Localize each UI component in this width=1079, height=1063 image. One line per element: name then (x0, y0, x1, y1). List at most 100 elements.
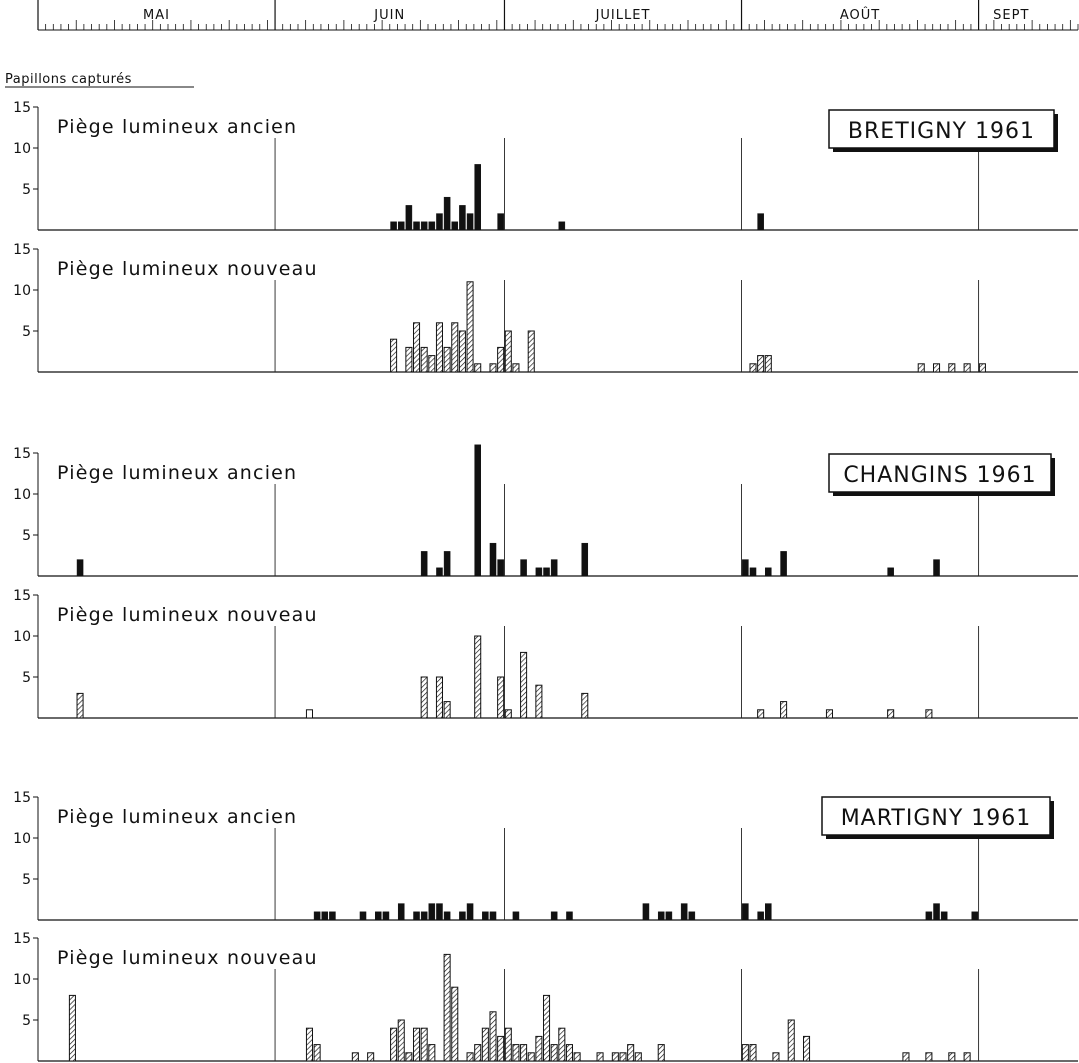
panel-label: Piège lumineux ancien (57, 462, 297, 484)
data-bar (474, 164, 481, 231)
data-bar (550, 911, 558, 921)
data-bar (512, 911, 520, 921)
month-label: MAI (143, 8, 170, 23)
data-bar (76, 692, 84, 719)
data-bar (435, 676, 443, 719)
data-bar (742, 559, 749, 577)
data-bar (757, 213, 764, 231)
y-tick-label: 10 (13, 831, 31, 847)
data-bar (688, 911, 696, 921)
data-bar (596, 1052, 604, 1062)
data-bar (680, 903, 688, 921)
data-bar (451, 221, 459, 231)
data-bar (405, 205, 413, 231)
panel-nouveau: 5 10 15 Piège lumineux nouveau (13, 242, 1078, 373)
data-bar (757, 709, 765, 719)
y-tick-label: 10 (13, 141, 31, 157)
data-bar (482, 911, 489, 921)
y-tick-label: 5 (22, 872, 31, 888)
data-bar (489, 542, 497, 577)
month-label: JUIN (373, 8, 405, 23)
data-bar (420, 551, 428, 577)
data-bar (397, 1019, 405, 1062)
y-tick-label: 10 (13, 629, 31, 645)
data-bar (657, 1044, 665, 1062)
data-bar (451, 322, 459, 373)
data-bar (474, 1044, 482, 1062)
data-bar (420, 676, 428, 719)
data-bar (963, 1052, 971, 1062)
data-bar (520, 559, 527, 577)
data-bar (741, 1044, 749, 1062)
data-bar (765, 567, 772, 577)
data-bar (657, 911, 665, 921)
data-bar (527, 330, 535, 373)
data-bar (565, 1044, 573, 1062)
data-bar (825, 709, 833, 719)
data-bar (436, 567, 443, 577)
data-bar (497, 346, 505, 373)
data-bar (375, 911, 382, 921)
data-bar (443, 551, 451, 577)
y-tick-label: 5 (22, 670, 31, 686)
station-name: MARTIGNY 1961 (841, 806, 1032, 831)
data-bar (780, 551, 787, 577)
y-tick-label: 5 (22, 528, 31, 544)
data-bar (451, 986, 459, 1062)
data-bar (948, 363, 956, 373)
data-bar (428, 903, 436, 921)
data-bar (550, 559, 558, 577)
data-bar (76, 559, 84, 577)
y-tick-label: 5 (22, 1013, 31, 1029)
data-bar (764, 355, 772, 373)
data-bar (443, 911, 451, 921)
y-tick-label: 10 (13, 487, 31, 503)
data-bar (351, 1052, 359, 1062)
data-bar (535, 567, 543, 577)
data-bar (68, 994, 76, 1062)
panel-label: Piège lumineux ancien (57, 116, 297, 138)
data-bar (933, 363, 941, 373)
data-bar (566, 911, 573, 921)
data-bar (749, 1044, 757, 1062)
data-bar (940, 911, 948, 921)
data-bar (313, 911, 321, 921)
panel-label: Piège lumineux ancien (57, 806, 297, 828)
y-tick-label: 15 (13, 790, 31, 806)
data-bar (504, 330, 512, 373)
data-bar (474, 363, 482, 373)
data-bar (390, 221, 397, 231)
data-bar (443, 346, 451, 373)
data-bar (535, 684, 543, 719)
panel-ancien: 5 10 15 Piège lumineux ancien CHANGINS 1961 (13, 444, 1078, 577)
station-box (828, 109, 1055, 149)
data-bar (435, 322, 443, 373)
data-bar (329, 911, 336, 921)
data-bar (527, 1052, 535, 1062)
data-bar (305, 1027, 313, 1062)
panel-nouveau: 5 10 15 Piège lumineux nouveau (13, 931, 1078, 1062)
data-bar (611, 1052, 619, 1062)
data-bar (359, 911, 367, 921)
data-bar (765, 903, 772, 921)
data-bar (581, 692, 589, 719)
data-bar (504, 709, 512, 719)
data-bar (573, 1052, 581, 1062)
station-name: CHANGINS 1961 (843, 463, 1036, 488)
data-bar (772, 1052, 780, 1062)
data-bar (627, 1044, 635, 1062)
y-tick-label: 5 (22, 324, 31, 340)
month-label: SEPT (993, 8, 1029, 23)
panel-label: Piège lumineux nouveau (57, 258, 318, 280)
data-bar (520, 651, 528, 719)
data-bar (925, 911, 933, 921)
data-bar (925, 1052, 933, 1062)
data-bar (504, 1027, 512, 1062)
data-bar (634, 1052, 642, 1062)
data-bar (520, 1044, 528, 1062)
data-bar (413, 911, 420, 921)
data-bar (458, 330, 466, 373)
month-label: JUILLET (595, 8, 651, 23)
data-bar (466, 903, 474, 921)
data-bar (749, 567, 757, 577)
